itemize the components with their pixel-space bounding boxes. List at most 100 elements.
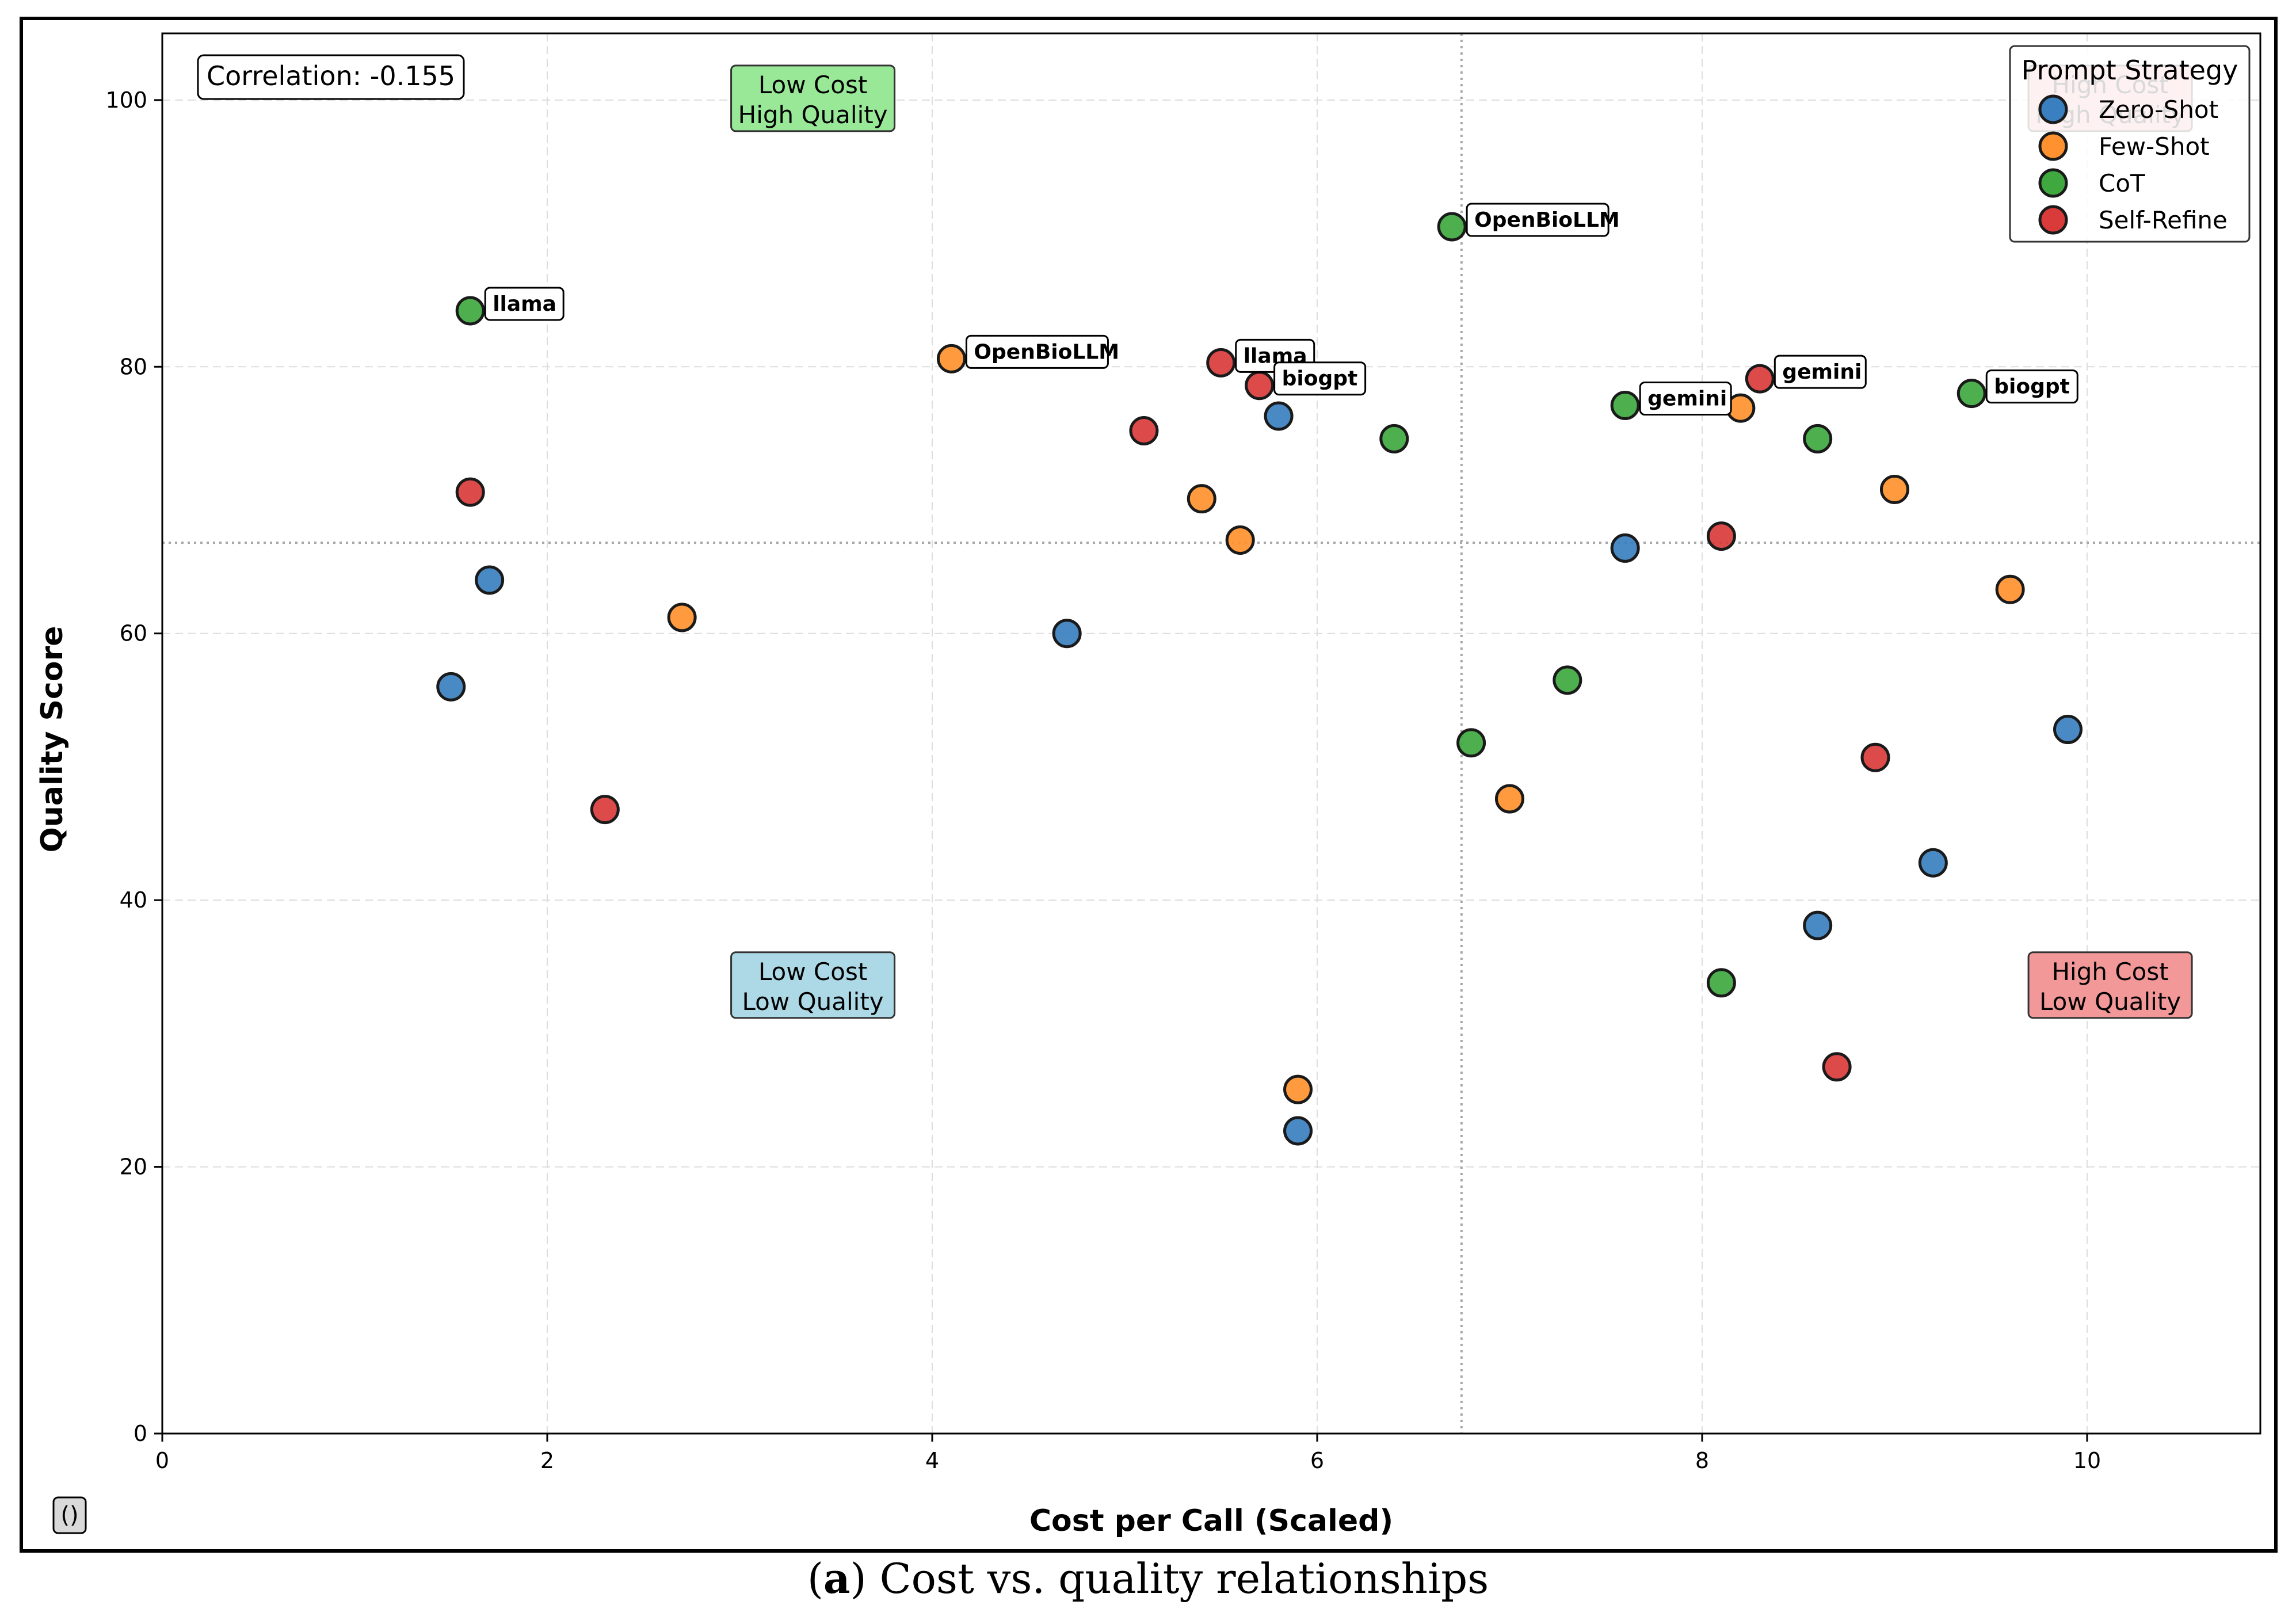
data-point-few-shot xyxy=(1995,574,2025,604)
legend-marker xyxy=(2038,168,2068,198)
quadrant-label-line1: High Cost xyxy=(2051,958,2168,986)
data-point-cot xyxy=(1706,968,1736,998)
data-point-zero-shot xyxy=(436,672,466,702)
quadrant-label-box xyxy=(730,951,896,1019)
data-point-zero-shot xyxy=(1803,910,1833,940)
data-point-zero-shot xyxy=(1283,1116,1313,1146)
data-point-cot xyxy=(1456,728,1486,758)
plot-area-border xyxy=(161,32,2261,1435)
correlation-label: Correlation: -0.155 xyxy=(207,60,455,92)
data-point-zero-shot xyxy=(2053,715,2083,745)
x-tick-label: 8 xyxy=(1695,1448,1709,1473)
corner-badge-label: () xyxy=(60,1502,78,1528)
point-annotation: biogpt xyxy=(1273,361,1367,396)
point-annotation-box xyxy=(484,287,565,321)
point-annotation-label: biogpt xyxy=(1282,367,1358,391)
data-point-few-shot xyxy=(1879,474,1909,504)
y-tick-label: 80 xyxy=(120,354,147,379)
legend-marker xyxy=(2038,94,2068,124)
x-tick-label: 0 xyxy=(155,1448,169,1473)
data-point-cot xyxy=(1610,390,1640,420)
point-annotation: gemini xyxy=(1774,355,1867,389)
point-annotation-label: llama xyxy=(493,292,556,316)
data-point-self-refine xyxy=(1706,521,1736,551)
legend: Prompt Strategy Zero-Shot Few-Shot CoT Self-… xyxy=(2009,45,2251,243)
data-point-zero-shot xyxy=(1610,533,1640,563)
point-annotation: OpenBioLLM xyxy=(1466,203,1620,237)
caption-text: Cost vs. quality relationships xyxy=(879,1554,1489,1603)
y-axis-label: Quality Score xyxy=(35,626,70,853)
point-annotation-label: OpenBioLLM xyxy=(1474,208,1620,232)
y-tick-label: 40 xyxy=(120,887,147,913)
data-point-few-shot xyxy=(1494,784,1524,814)
point-annotation: biogpt xyxy=(1985,369,2078,404)
point-annotation-box xyxy=(965,334,1109,369)
quadrant-label-box xyxy=(730,64,896,132)
corner-badge-frame xyxy=(52,1496,87,1534)
point-annotation-box xyxy=(1639,381,1732,416)
quadrant-label-line2: High Quality xyxy=(738,101,888,129)
point-annotation-label: gemini xyxy=(1782,360,1862,384)
legend-frame xyxy=(2009,45,2251,243)
figure-caption: (a) Cost vs. quality relationships xyxy=(807,1554,1489,1603)
data-points xyxy=(436,212,2083,1146)
quadrant-label-line1: Low Cost xyxy=(758,958,867,986)
legend-marker xyxy=(2038,131,2068,161)
point-annotation-box xyxy=(1273,361,1367,396)
legend-entry-label: Self-Refine xyxy=(2099,206,2228,234)
x-axis-label: Cost per Call (Scaled) xyxy=(1029,1504,1393,1538)
point-annotation-box xyxy=(1774,355,1867,389)
point-annotation: OpenBioLLM xyxy=(965,334,1119,369)
point-annotation: gemini xyxy=(1639,381,1732,416)
data-point-zero-shot xyxy=(1918,848,1948,878)
y-tick-label: 0 xyxy=(134,1421,147,1446)
quadrant-label-box xyxy=(2027,951,2193,1019)
data-point-cot xyxy=(1379,424,1409,453)
reference-lines xyxy=(162,33,2260,1434)
data-point-few-shot xyxy=(1225,525,1255,555)
corner-badge: () xyxy=(52,1496,87,1534)
x-tick-label: 10 xyxy=(2073,1448,2101,1473)
legend-entry-label: Few-Shot xyxy=(2099,132,2210,161)
data-point-few-shot xyxy=(667,603,697,632)
data-point-cot xyxy=(455,296,485,326)
data-point-cot xyxy=(1437,212,1467,242)
point-annotation-label: gemini xyxy=(1647,387,1727,410)
data-point-self-refine xyxy=(1745,364,1775,394)
y-tick-label: 60 xyxy=(120,621,147,646)
data-point-zero-shot xyxy=(1264,401,1294,431)
data-point-zero-shot xyxy=(1052,619,1082,649)
legend-title: Prompt Strategy xyxy=(2022,55,2238,86)
data-point-few-shot xyxy=(1187,484,1216,514)
data-point-self-refine xyxy=(1129,416,1159,446)
legend-entry-label: Zero-Shot xyxy=(2099,96,2218,124)
y-tick-label: 100 xyxy=(105,87,147,113)
point-annotation-box xyxy=(1985,369,2078,404)
x-tick-label: 2 xyxy=(540,1448,554,1473)
data-point-few-shot xyxy=(1283,1074,1313,1104)
point-annotation-label: OpenBioLLM xyxy=(974,340,1119,364)
correlation-box-frame xyxy=(197,54,465,100)
data-point-zero-shot xyxy=(475,565,505,595)
legend-marker xyxy=(2038,205,2068,235)
x-tick-label: 6 xyxy=(1310,1448,1324,1473)
quadrant-label-line2: Low Quality xyxy=(2039,988,2181,1016)
caption-label: a xyxy=(823,1554,850,1603)
point-annotation-box xyxy=(1466,203,1610,237)
data-point-self-refine xyxy=(1860,742,1890,772)
data-point-cot xyxy=(1956,379,1986,409)
data-point-self-refine xyxy=(1206,348,1236,378)
data-point-self-refine xyxy=(1822,1052,1852,1082)
data-point-cot xyxy=(1803,424,1833,453)
correlation-box: Correlation: -0.155 xyxy=(197,54,465,100)
data-point-self-refine xyxy=(1245,371,1275,401)
legend-entry-label: CoT xyxy=(2099,169,2145,197)
point-annotation-label: biogpt xyxy=(1994,375,2070,399)
point-annotation: llama xyxy=(484,287,565,321)
quadrant-label-line2: Low Quality xyxy=(742,988,884,1016)
data-point-few-shot xyxy=(936,344,966,373)
